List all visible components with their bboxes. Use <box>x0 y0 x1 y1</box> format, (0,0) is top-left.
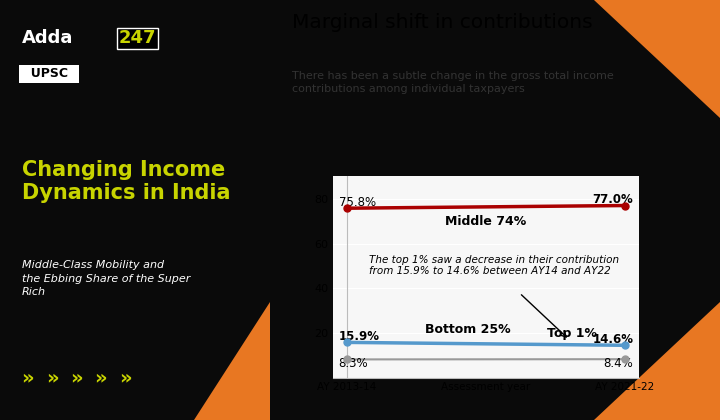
Text: The top 1% saw a decrease in their contribution
from 15.9% to 14.6% between AY14: The top 1% saw a decrease in their contr… <box>369 255 619 276</box>
Text: 8.3%: 8.3% <box>338 357 368 370</box>
Text: There has been a subtle change in the gross total income
contributions among ind: There has been a subtle change in the gr… <box>292 71 614 94</box>
Text: Adda: Adda <box>22 29 73 47</box>
Text: 247: 247 <box>119 29 156 47</box>
Text: Bottom 25%: Bottom 25% <box>425 323 510 336</box>
Text: Changing Income
Dynamics in India: Changing Income Dynamics in India <box>22 160 230 203</box>
Text: »: » <box>94 368 107 388</box>
Text: »: » <box>22 368 35 388</box>
Text: 15.9%: 15.9% <box>338 330 379 343</box>
Polygon shape <box>594 0 720 118</box>
Polygon shape <box>194 302 270 420</box>
Polygon shape <box>594 302 720 420</box>
Text: Top 1%: Top 1% <box>547 327 597 340</box>
Text: Marginal shift in contributions: Marginal shift in contributions <box>292 13 593 32</box>
Text: »: » <box>119 368 132 388</box>
Text: Middle-Class Mobility and
the Ebbing Share of the Super
Rich: Middle-Class Mobility and the Ebbing Sha… <box>22 260 190 297</box>
Text: »: » <box>46 368 58 388</box>
Text: 14.6%: 14.6% <box>593 333 634 346</box>
Text: 8.4%: 8.4% <box>603 357 634 370</box>
Text: Middle 74%: Middle 74% <box>446 215 526 228</box>
Text: 77.0%: 77.0% <box>593 194 634 206</box>
Text: 75.8%: 75.8% <box>338 196 376 209</box>
Text: UPSC: UPSC <box>22 67 76 80</box>
Text: »: » <box>71 368 83 388</box>
